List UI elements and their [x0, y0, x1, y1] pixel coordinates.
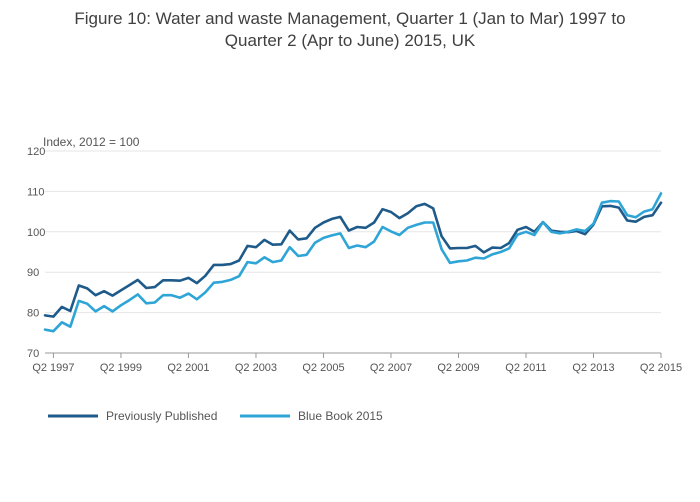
y-tick-label: 120 — [27, 146, 45, 158]
series-layer — [43, 192, 663, 333]
x-tick-label: Q2 2001 — [167, 362, 209, 374]
y-tick-label: 100 — [27, 227, 45, 239]
series-line-1 — [43, 201, 663, 318]
legend-label-2: Blue Book 2015 — [298, 409, 383, 423]
y-tick-label: 80 — [27, 308, 39, 320]
chart-title-line-1: Figure 10: Water and waste Management, Q… — [74, 9, 625, 28]
x-tick-label: Q2 2015 — [640, 362, 682, 374]
legend: Previously Published Blue Book 2015 — [48, 409, 383, 423]
x-tick-label: Q2 2003 — [235, 362, 277, 374]
x-tick-label: Q2 1997 — [32, 362, 74, 374]
x-tick-label: Q2 2007 — [370, 362, 412, 374]
grid-layer — [45, 150, 661, 314]
x-tick-label: Q2 2011 — [505, 362, 546, 374]
x-tick-label: Q2 2005 — [302, 362, 344, 374]
legend-label-1: Previously Published — [106, 409, 217, 423]
y-axis-unit-label: Index, 2012 = 100 — [43, 135, 140, 149]
axis-layer: 70 80 90 100 110 120 Q2 1997 Q2 1999 Q2 2001 Q2 2… — [27, 146, 682, 374]
x-tick-label: Q2 2013 — [572, 362, 614, 374]
x-tick-label: Q2 2009 — [437, 362, 479, 374]
series-line-2 — [43, 192, 663, 333]
y-tick-label: 70 — [27, 348, 39, 360]
chart-title-line-2: Quarter 2 (Apr to June) 2015, UK — [225, 31, 476, 50]
x-tick-label: Q2 1999 — [100, 362, 142, 374]
y-tick-label: 90 — [27, 267, 39, 279]
y-tick-label: 110 — [27, 186, 45, 198]
